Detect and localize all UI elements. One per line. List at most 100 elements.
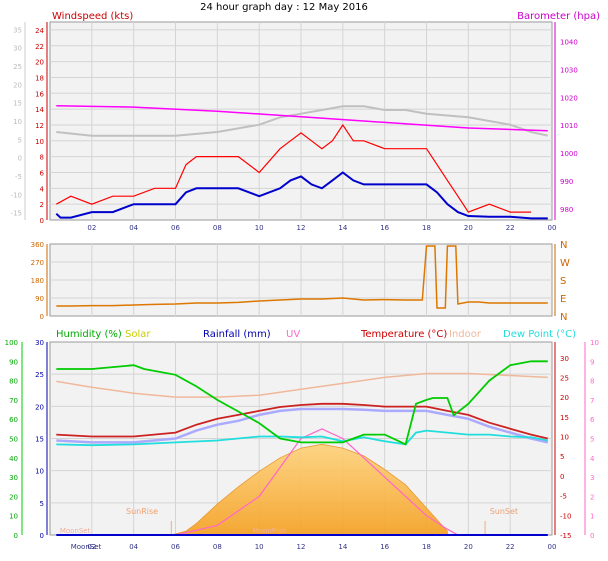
rain-tick-label: 25 [35,371,44,379]
temp-tick-label: 20 [560,394,569,402]
temp-x-tick-label: 08 [213,543,222,551]
wind-x-tick-label: 00 [548,224,557,232]
humidity-tick-label: 0 [14,532,18,540]
faint-tick-label: 5 [18,136,22,144]
windspeed-tick-label: 12 [35,122,44,130]
temp-x-tick-label: 06 [171,543,180,551]
temp-x-tick-label: 10 [255,543,264,551]
wind-x-tick-label: 04 [129,224,138,232]
solar-label: Solar [125,329,151,340]
rain-tick-label: 15 [35,436,44,444]
uv-tick-label: 6 [590,416,595,424]
faint-tick-label: 20 [13,81,22,89]
dewpoint-label: Dew Point (°C) [503,329,576,340]
barometer-tick-label: 990 [560,178,573,186]
windspeed-tick-label: 6 [40,169,45,177]
direction-line [56,245,548,309]
uv-tick-label: 7 [590,397,594,405]
wind-x-tick-label: 08 [213,224,222,232]
wind-x-tick-label: 06 [171,224,180,232]
uv-tick-label: 1 [590,513,594,521]
temperature-label: Temperature (°C) [360,329,447,340]
barometer-tick-label: 1040 [560,39,578,47]
rain-tick-label: 0 [40,532,44,540]
humidity-tick-label: 50 [9,436,18,444]
barometer-label: Barometer (hpa) [517,11,600,22]
humidity-tick-label: 90 [9,358,18,366]
max-wind-line [56,105,549,137]
humidity-tick-label: 100 [5,339,18,347]
faint-tick-label: -15 [11,210,22,218]
temp-x-tick-label: 22 [506,543,515,551]
humidity-tick-label: 40 [9,455,18,463]
wind-x-tick-label: 16 [380,224,389,232]
uv-tick-label: 5 [590,436,594,444]
temp-tick-label: -10 [560,512,571,520]
windspeed-tick-label: 4 [40,185,45,193]
wind-x-tick-label: 14 [338,224,347,232]
windspeed-tick-label: 20 [35,59,44,67]
pressure-line [56,104,548,132]
barometer-tick-label: 1020 [560,94,578,102]
barometer-tick-label: 1000 [560,150,578,158]
faint-tick-label: 0 [18,155,22,163]
windspeed-tick-label: 10 [35,138,44,146]
windspeed-tick-label: 18 [35,74,44,82]
rain-tick-label: 5 [40,500,44,508]
rainfall-label: Rainfall (mm) [203,329,271,340]
temp-tick-label: 0 [560,473,564,481]
faint-tick-label: 15 [13,100,22,108]
temperature-line [56,402,549,440]
moonrise-label: MoonRise [253,527,287,535]
temp-x-tick-label: 20 [464,543,473,551]
windspeed-tick-label: 22 [35,43,44,51]
sunrise-label: SunRise [126,507,158,516]
temp-x-tick-label: 14 [338,543,347,551]
rain-tick-label: 20 [35,403,44,411]
rain-tick-label: 30 [35,339,44,347]
temp-x-tick-label: 16 [380,543,389,551]
wind-x-tick-label: 10 [255,224,264,232]
humidity-tick-label: 80 [9,378,18,386]
indoor-line [56,372,548,398]
uv-tick-label: 9 [590,358,594,366]
temp-x-tick-label: 02 [87,543,96,551]
wind-x-tick-label: 22 [506,224,515,232]
faint-tick-label: -5 [15,173,22,181]
sunset-label: SunSet [490,507,518,516]
wind-x-tick-label: 18 [422,224,431,232]
wind-x-tick-label: 12 [297,224,306,232]
chart-title: 24 hour graph day : 12 May 2016 [200,2,368,13]
direction-tick-label: 90 [35,295,44,303]
moonset-label: MoonSet [60,527,91,535]
barometer-tick-label: 980 [560,206,573,214]
compass-tick-label: S [560,276,566,287]
humidity-line [56,360,548,446]
humidity-tick-label: 20 [9,493,18,501]
temp-tick-label: 10 [560,434,569,442]
direction-tick-label: 0 [40,313,44,321]
gust-line [56,123,532,213]
humidity-label: Humidity (%) [56,329,122,340]
temp-tick-label: 30 [560,355,569,363]
temp-x-tick-label: 18 [422,543,431,551]
average-wind-line [55,171,548,220]
compass-tick-label: N [560,240,567,251]
humidity-tick-label: 60 [9,416,18,424]
barometer-tick-label: 1010 [560,122,578,130]
faint-tick-label: 10 [13,118,22,126]
temp-x-tick-label: 00 [548,543,557,551]
uv-label: UV [286,329,300,340]
faint-tick-label: 35 [13,26,22,34]
uv-tick-label: 4 [590,455,595,463]
rain-tick-label: 10 [35,468,44,476]
windspeed-tick-label: 16 [35,90,44,98]
windspeed-tick-label: 8 [40,154,44,162]
temp-x-tick-label: 04 [129,543,138,551]
apparent-temp-line [56,407,549,444]
direction-tick-label: 180 [31,277,44,285]
windspeed-label: Windspeed (kts) [52,11,133,22]
wind-x-tick-label: 20 [464,224,473,232]
humidity-tick-label: 10 [9,513,18,521]
